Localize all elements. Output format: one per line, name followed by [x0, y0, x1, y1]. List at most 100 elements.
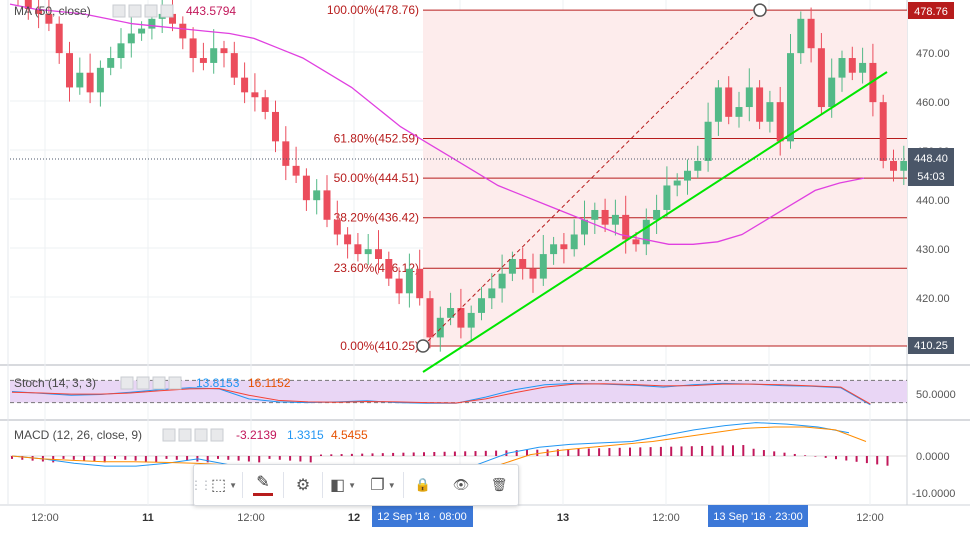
candle-body [745, 87, 753, 108]
stoch-legend-label: Stoch (14, 3, 3) [14, 376, 96, 390]
candle-body [66, 53, 73, 88]
candle-body [24, 0, 32, 10]
drawings[interactable] [10, 3, 907, 373]
fib-top-price-tag [908, 2, 954, 19]
candle-body [807, 18, 815, 49]
candle-body [323, 190, 331, 220]
trash-icon: 🗑 [490, 477, 508, 492]
price-tick: 470.00 [916, 48, 950, 60]
time-axis[interactable]: 12:00 11 12:00 12 12 Sep '18 · 08:00 13 … [31, 505, 884, 527]
stoch-d-value: 16.1152 [248, 376, 291, 390]
candle-body [498, 273, 506, 289]
fib-level-label: 23.60%(426.12) [334, 261, 419, 275]
macd-hist-value: -3.2139 [236, 428, 277, 442]
candle-body [838, 58, 846, 78]
eye-icon: 👁 [452, 477, 470, 492]
ma-close-icon[interactable] [160, 4, 174, 18]
candle-body [828, 77, 836, 108]
candle-body [622, 214, 630, 240]
delete-button[interactable]: 🗑 [480, 465, 518, 505]
pencil-icon: ✎ [256, 473, 270, 491]
candle-body [210, 48, 218, 63]
candle-body [508, 258, 516, 274]
select-tool-button[interactable]: ⬚ ▼ [206, 465, 242, 505]
candle-body [76, 72, 84, 88]
time-highlight-left: 12 Sep '18 · 08:00 [377, 511, 467, 523]
price-axis[interactable]: 478.76 470.00 460.00 450.00 448.40 54:03… [908, 2, 956, 500]
lock-button[interactable]: 🔒 [404, 465, 442, 505]
settings-button[interactable]: ⚙ [284, 465, 322, 505]
macd-line-value: 1.3315 [287, 428, 324, 442]
line-color-button[interactable]: ✎ [243, 465, 283, 505]
ma-legend-label: MA (50, close) [14, 4, 91, 18]
grip-icon[interactable]: ⋮⋮ [190, 465, 212, 505]
candle-body [663, 185, 671, 210]
candle-body [261, 97, 269, 112]
candle-body [714, 87, 722, 122]
candle-body [735, 107, 743, 117]
fib-level-label: 100.00%(478.76) [327, 3, 419, 17]
candle-body [632, 239, 640, 245]
candle-body [859, 62, 867, 73]
candle-body [138, 28, 146, 34]
candle-body [169, 13, 176, 24]
trendline [422, 71, 888, 373]
candle-body [890, 160, 897, 171]
stoch-eye-icon[interactable] [120, 376, 134, 390]
candle-body [447, 308, 455, 318]
toolbar-divider [283, 472, 284, 498]
candle-body [45, 13, 53, 24]
candle-body [251, 92, 259, 98]
macd-settings-icon[interactable] [178, 428, 192, 442]
candle-body [879, 102, 887, 161]
ma-50-line [9, 3, 865, 245]
ma-legend[interactable]: MA (50, close) 443.5794 [14, 4, 236, 18]
stoch-pane [10, 379, 907, 406]
candle-body [560, 244, 568, 250]
candle-body [797, 18, 805, 54]
macd-close-icon[interactable] [210, 428, 224, 442]
macd-legend-label: MACD (12, 26, close, 9) [14, 428, 142, 442]
macd-axis-tick: -10.0000 [912, 488, 955, 500]
select-tool-icon: ⬚ [210, 477, 227, 494]
candle-body [684, 170, 691, 181]
candle-body [457, 308, 465, 328]
visual-order-button[interactable]: ◧ ▼ [323, 465, 363, 505]
drawing-toolbar[interactable]: ⋮⋮ ⬚ ▼ ✎ ⚙ ◧ ▼ ❐ ▼ 🔒 👁 🗑 [190, 464, 519, 506]
macd-eye-icon[interactable] [162, 428, 176, 442]
macd-add-icon[interactable] [194, 428, 208, 442]
candle-body [591, 209, 599, 220]
candle-body [199, 58, 207, 63]
ma-settings-icon[interactable] [128, 4, 142, 18]
candle-body [148, 18, 156, 29]
candlestick-series [17, 0, 907, 352]
candle-body [817, 48, 825, 108]
fib-bottom-price-label: 410.25 [914, 340, 948, 352]
candle-body [581, 219, 588, 235]
price-axis-bg[interactable] [907, 0, 970, 533]
ma-eye-icon[interactable] [112, 4, 126, 18]
time-highlight-right: 13 Sep '18 · 23:00 [713, 511, 803, 523]
stoch-settings-icon[interactable] [136, 376, 150, 390]
fib-retracement[interactable]: 100.00%(478.76) 61.80%(452.59) 50.00%(444.… [327, 3, 907, 353]
candle-body [313, 190, 321, 201]
macd-legend[interactable]: MACD (12, 26, close, 9) -3.2139 1.3315 4… [14, 428, 368, 442]
fib-level-label: 50.00%(444.51) [334, 171, 419, 185]
layers-icon: ◧ [329, 477, 346, 494]
stoch-legend[interactable]: Stoch (14, 3, 3) 13.8153 16.1152 [14, 376, 291, 390]
candle-body [189, 38, 197, 59]
time-tick: 12:00 [652, 512, 680, 524]
hide-button[interactable]: 👁 [442, 465, 480, 505]
candle-body [426, 298, 434, 338]
candle-body [653, 209, 661, 220]
current-price-label: 448.40 [914, 153, 948, 165]
clone-button[interactable]: ❐ ▼ [363, 465, 403, 505]
ma-add-icon[interactable] [144, 4, 158, 18]
toolbar-divider [242, 472, 243, 498]
stoch-add-icon[interactable] [152, 376, 166, 390]
candle-body [179, 23, 187, 39]
candle-body [55, 23, 63, 54]
candle-body [35, 9, 43, 14]
stoch-close-icon[interactable] [168, 376, 182, 390]
